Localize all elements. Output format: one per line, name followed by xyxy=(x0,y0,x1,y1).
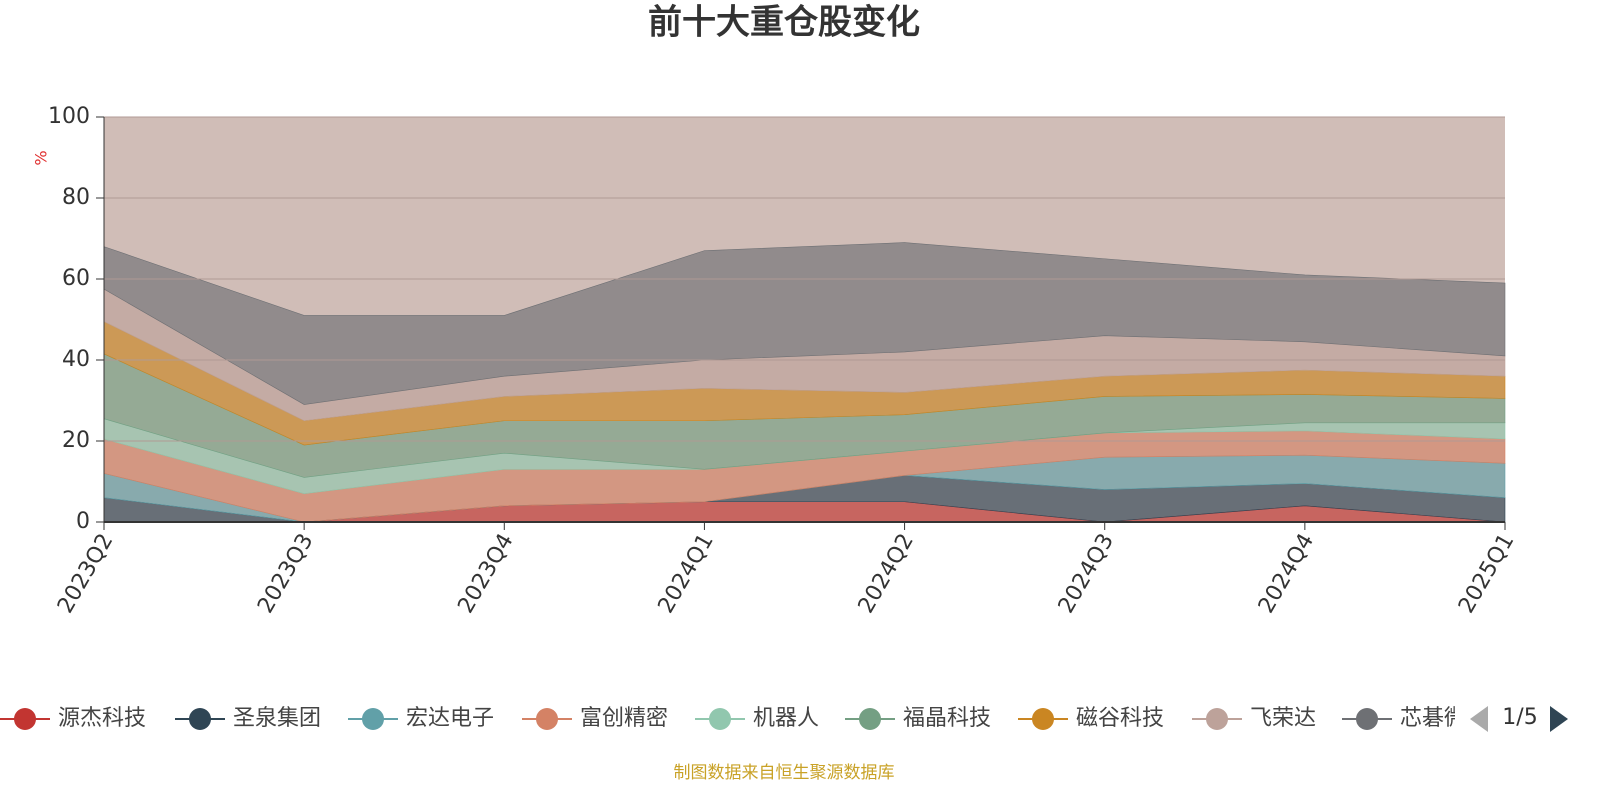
y-tick-label: 100 xyxy=(48,104,90,129)
legend-label: 飞荣达 xyxy=(1250,706,1316,731)
legend-label: 机器人 xyxy=(753,706,819,731)
legend-label: 福晶科技 xyxy=(903,706,991,731)
legend-prev[interactable] xyxy=(1470,706,1488,732)
legend-marker xyxy=(1356,708,1378,730)
x-tick-label: 2023Q3 xyxy=(253,530,318,618)
legend-marker xyxy=(1206,708,1228,730)
chart-title: 前十大重仓股变化 xyxy=(648,3,920,43)
legend-label: 宏达电子 xyxy=(406,706,494,731)
x-tick-label: 2025Q1 xyxy=(1454,530,1519,618)
legend-marker xyxy=(14,708,36,730)
x-tick-label: 2023Q2 xyxy=(53,530,118,618)
legend-label: 圣泉集团 xyxy=(233,706,321,731)
x-tick-label: 2024Q1 xyxy=(654,530,719,618)
x-tick-label: 2023Q4 xyxy=(453,530,518,618)
legend-label: 富创精密 xyxy=(580,706,668,731)
legend-marker xyxy=(536,708,558,730)
y-tick-label: 20 xyxy=(62,428,90,453)
x-tick-label: 2024Q3 xyxy=(1054,530,1119,618)
source-note: 制图数据来自恒生聚源数据库 xyxy=(674,763,895,783)
area xyxy=(103,242,1506,405)
legend-marker xyxy=(1032,708,1054,730)
x-tick-label: 2024Q4 xyxy=(1254,530,1319,618)
legend-marker xyxy=(859,708,881,730)
legend-page: 1/5 xyxy=(1502,705,1537,730)
legend-marker xyxy=(362,708,384,730)
legend-next[interactable] xyxy=(1550,706,1568,732)
legend-label: 磁谷科技 xyxy=(1076,706,1164,731)
legend-label: 源杰科技 xyxy=(58,706,146,731)
y-tick-label: 0 xyxy=(76,509,90,534)
legend-marker xyxy=(189,708,211,730)
x-tick-label: 2024Q2 xyxy=(854,530,919,618)
legend-label: 芯碁微装 xyxy=(1400,706,1488,731)
y-tick-label: 80 xyxy=(62,185,90,210)
legend-marker xyxy=(709,708,731,730)
y-axis-label: % xyxy=(32,150,51,165)
y-tick-label: 60 xyxy=(62,266,90,291)
y-tick-label: 40 xyxy=(62,347,90,372)
